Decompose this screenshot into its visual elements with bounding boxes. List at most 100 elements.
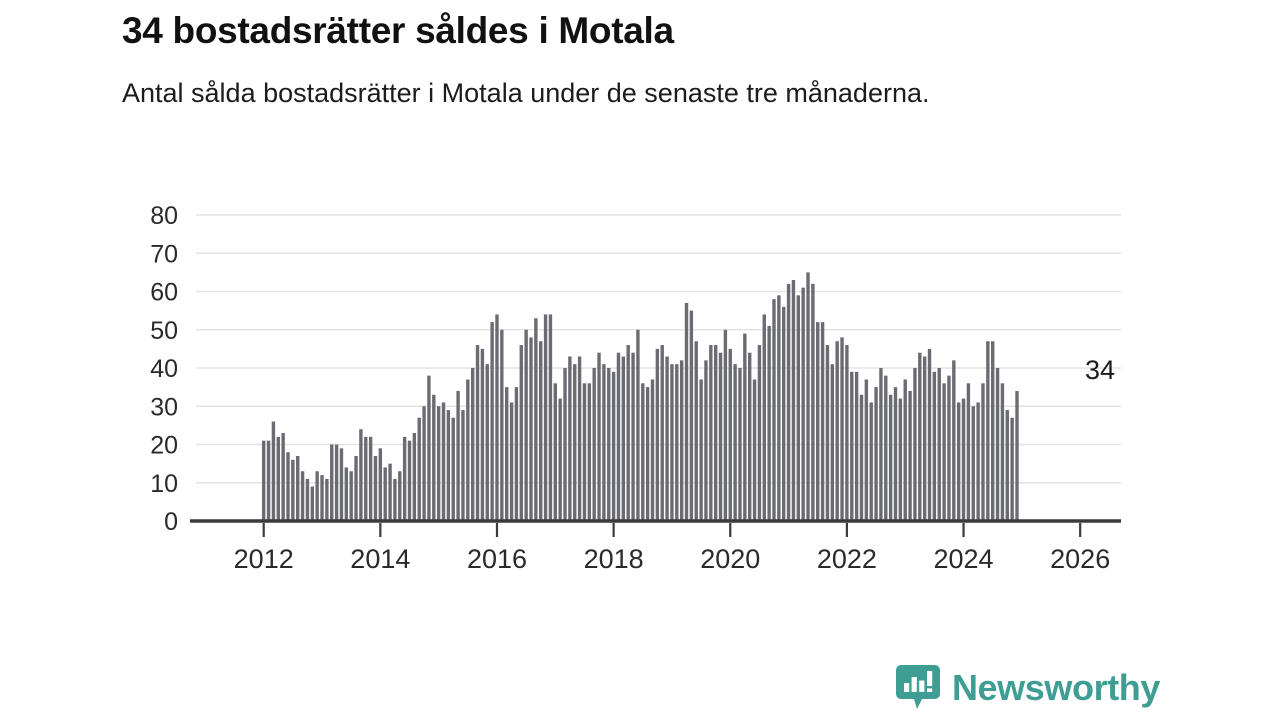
bar — [888, 394, 893, 521]
y-axis-labels-group: 0 10 20 30 40 50 60 70 80 — [150, 202, 178, 536]
bar — [898, 398, 903, 521]
bar — [995, 368, 1000, 521]
y-axis-tick-label: 50 — [150, 317, 178, 345]
y-axis-tick-label: 40 — [150, 355, 178, 383]
bar — [339, 448, 344, 521]
bar — [816, 322, 820, 521]
bar — [903, 379, 907, 521]
bar — [981, 383, 985, 521]
bar — [276, 436, 280, 521]
bar — [534, 318, 538, 521]
bar — [966, 383, 971, 521]
bar — [801, 287, 805, 521]
newsworthy-logo: Newsworthy — [895, 664, 1160, 712]
bar — [694, 341, 698, 521]
bar — [986, 341, 990, 521]
bar — [947, 375, 951, 521]
bar — [543, 314, 548, 521]
bar — [378, 448, 383, 521]
bar — [475, 345, 480, 521]
bar — [495, 314, 499, 521]
gridlines-group — [196, 214, 1121, 484]
bar — [864, 379, 869, 521]
bar — [713, 345, 718, 521]
bar — [670, 364, 674, 521]
axes-group — [190, 519, 1121, 537]
bar — [407, 440, 412, 521]
x-axis-tick-label: 2016 — [467, 544, 527, 574]
bar — [709, 345, 713, 521]
bar — [393, 478, 397, 521]
highlight-value-label: 34 — [1085, 355, 1115, 385]
bar-chart-speech-bubble-icon — [895, 665, 940, 709]
bar — [927, 348, 932, 522]
bar — [733, 364, 737, 521]
bar — [918, 352, 922, 521]
bar — [835, 341, 839, 521]
bar — [296, 455, 300, 521]
bar — [568, 356, 572, 521]
bar — [349, 471, 353, 521]
bar — [325, 478, 329, 521]
chart-subtitle: Antal sålda bostadsrätter i Motala under… — [122, 78, 930, 109]
x-axis-tick-label: 2022 — [817, 544, 877, 574]
bar — [514, 387, 519, 522]
bar — [344, 467, 349, 521]
annotations-group: 34 — [1085, 355, 1115, 385]
bar — [412, 433, 417, 521]
y-axis-tick-label: 0 — [164, 508, 178, 536]
bar — [879, 368, 883, 521]
bar — [854, 371, 859, 521]
bar — [991, 341, 995, 521]
bar — [913, 368, 917, 521]
bar — [752, 379, 757, 521]
bar — [704, 360, 708, 521]
y-axis-tick-label: 10 — [150, 470, 178, 498]
x-axis-tick-label: 2018 — [584, 544, 644, 574]
bar — [738, 368, 742, 521]
bar — [655, 348, 660, 522]
bar — [456, 390, 460, 521]
bar — [616, 352, 621, 521]
bar — [354, 455, 358, 521]
bar — [334, 444, 339, 521]
bar — [558, 398, 562, 521]
bar — [772, 299, 776, 521]
bar — [592, 368, 596, 521]
bar — [524, 329, 528, 521]
bar — [806, 272, 810, 522]
bar — [266, 440, 271, 521]
bar — [573, 364, 577, 521]
x-axis-tick-label: 2012 — [234, 544, 294, 574]
bar — [402, 436, 407, 521]
chart-header: 34 bostadsrätter såldes i Motala Antal s… — [122, 8, 1132, 112]
bar — [582, 383, 587, 521]
bar — [383, 467, 387, 521]
bar — [825, 345, 830, 521]
bar — [281, 433, 285, 521]
bar — [611, 371, 616, 521]
bar — [791, 280, 796, 521]
bar — [315, 471, 319, 521]
bar — [451, 417, 455, 521]
bar — [626, 345, 630, 521]
page-title: 34 bostadsrätter såldes i Motala — [122, 10, 674, 51]
bar — [932, 371, 937, 521]
bar — [830, 364, 835, 521]
bar — [1005, 410, 1009, 521]
bar — [971, 406, 975, 521]
bar — [587, 383, 592, 521]
bar — [271, 421, 276, 521]
bar — [388, 463, 392, 522]
bar — [782, 306, 786, 521]
y-axis-tick-label: 30 — [150, 393, 178, 421]
bar — [368, 436, 373, 521]
bar — [320, 475, 324, 521]
y-axis-tick-label: 20 — [150, 432, 178, 460]
bar — [777, 295, 781, 521]
bar — [519, 345, 523, 521]
bar — [660, 345, 664, 521]
bar — [427, 375, 431, 521]
bar — [893, 387, 898, 522]
y-axis-tick-label: 70 — [150, 240, 178, 268]
